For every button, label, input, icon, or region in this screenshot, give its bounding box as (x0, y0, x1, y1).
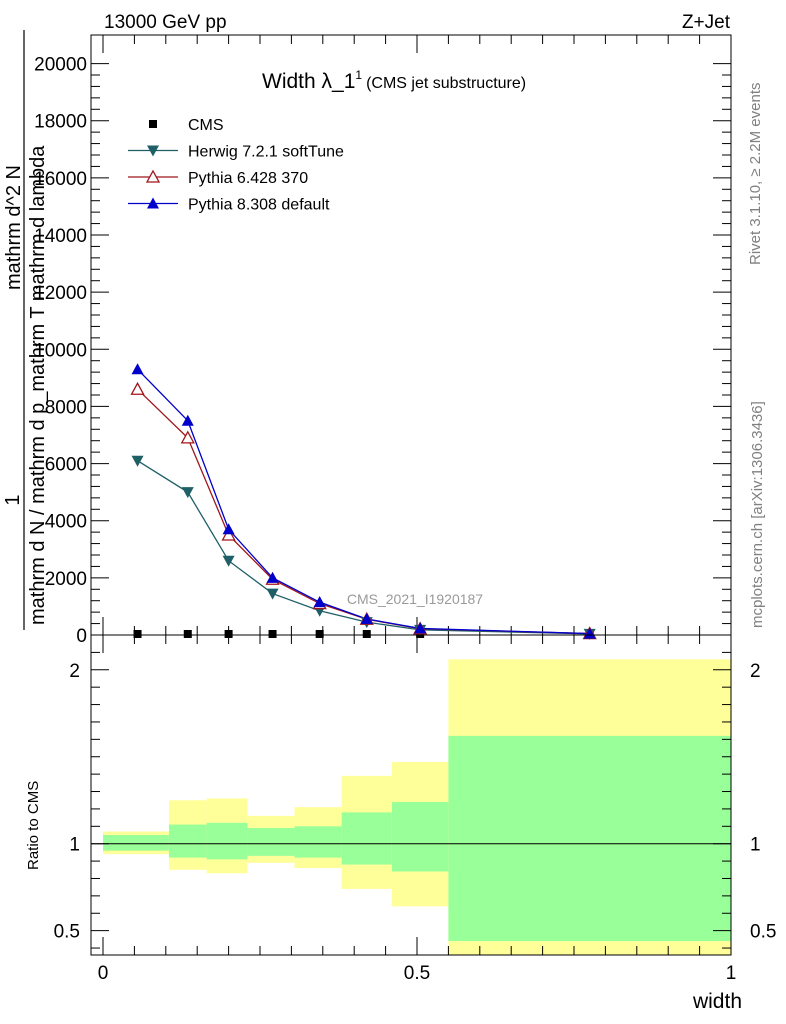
data-point-cms (224, 630, 233, 638)
chart-title-main: Width λ_1 (262, 70, 355, 93)
data-point-cms (362, 630, 371, 638)
main-y-tick-label: 6000 (45, 455, 87, 476)
ratio-band-inner (206, 822, 248, 860)
x-tick-label: 0 (98, 963, 109, 984)
data-point-pythia-6-428-370 (221, 527, 236, 541)
ratio-y-tick-label-right: 0.5 (750, 922, 776, 943)
data-point-pythia-6-428-370 (130, 381, 145, 395)
x-axis-label: width (692, 990, 742, 1013)
process-label: Z+Jet (682, 12, 731, 33)
main-y-tick-label: 18000 (34, 112, 87, 133)
main-plot-panel: 0 2000 4000 6000 8000 10000 12000 14000 16000 180… (2, 30, 732, 647)
data-point-pythia-8-308-default (360, 613, 373, 624)
energy-label: 13000 GeV pp (104, 12, 227, 33)
data-point-herwig-7-2-1-softtune (131, 455, 144, 467)
data-point-herwig-7-2-1-softtune (266, 588, 279, 600)
watermark: CMS_2021_I1920187 (347, 591, 483, 607)
ratio-band-inner (103, 835, 169, 851)
ratio-band-inner (391, 801, 449, 872)
main-plot-frame (90, 34, 732, 636)
x-tick-label: 1 (726, 963, 737, 984)
data-point-pythia-8-308-default (313, 596, 326, 608)
main-y-tick-label: 2000 (45, 569, 87, 590)
y-axis-label-top: mathrm d^2 N (3, 165, 25, 290)
data-point-pythia-6-428-370 (180, 430, 195, 444)
main-y-tick-label: 4000 (45, 512, 87, 533)
series-line-pythia-8-308-default (137, 368, 590, 635)
ratio-band-inner (341, 812, 392, 865)
legend-marker-pythia-6-428-370 (145, 169, 161, 183)
legend-marker-herwig-7-2-1-softtune (147, 145, 159, 157)
data-point-herwig-7-2-1-softtune (181, 487, 194, 499)
main-y-tick-label: 16000 (34, 169, 87, 190)
ratio-y-tick-label: 1 (69, 835, 80, 856)
legend-label-pythia-6-428-370: Pythia 6.428 370 (188, 170, 308, 187)
main-y-tick-label: 0 (76, 626, 87, 647)
data-point-pythia-8-308-default (266, 571, 279, 583)
y-axis-label-denominator: mathrm d N / mathrm d p_mathrm T mathrm … (27, 145, 49, 625)
legend: CMS Herwig 7.2.1 softTune Pythia 6.428 370… (128, 117, 344, 214)
chart-title-superscript: 1 (355, 68, 362, 82)
ratio-band-inner (294, 826, 342, 858)
ratio-y-axis-label: Ratio to CMS (25, 781, 42, 870)
data-point-pythia-8-308-default (414, 622, 427, 634)
data-point-pythia-8-308-default (222, 523, 235, 535)
ratio-y-tick-label-right: 2 (750, 661, 761, 682)
legend-marker-cms (149, 120, 157, 128)
chart-title: Width λ_11 (CMS jet substructure) (262, 68, 526, 93)
chart-subtitle: (CMS jet substructure) (366, 75, 526, 92)
ratio-y-tick-label-right: 1 (750, 835, 761, 856)
ratio-band-inner (168, 824, 207, 858)
main-y-tick-label: 14000 (34, 226, 87, 247)
ratio-plot-frame (90, 634, 732, 956)
data-point-pythia-8-308-default (131, 363, 144, 375)
legend-marker-pythia-8-308-default (147, 197, 159, 209)
legend-label-pythia-8-308-default: Pythia 8.308 default (188, 197, 330, 214)
rivet-label: Rivet 3.1.10, ≥ 2.2M events (747, 83, 764, 266)
data-point-pythia-8-308-default (583, 627, 596, 639)
ratio-band-inner (247, 828, 295, 856)
y-axis-label-numerator: 1 (2, 494, 24, 505)
ratio-y-tick-label: 2 (69, 661, 80, 682)
legend-label-herwig-7-2-1-softtune: Herwig 7.2.1 softTune (188, 144, 344, 161)
main-y-tick-label: 8000 (45, 397, 87, 418)
ratio-plot-panel: 0.5 0.5 1 1 2 2 0 0.5 1 Ratio to CMS width (25, 634, 776, 1013)
ratio-y-tick-label: 0.5 (54, 922, 80, 943)
mcplots-label: mcplots.cern.ch [arXiv:1306.3436] (749, 401, 766, 628)
data-point-pythia-8-308-default (181, 414, 194, 426)
data-point-cms (315, 630, 324, 638)
main-y-tick-label: 12000 (34, 283, 87, 304)
data-point-herwig-7-2-1-softtune (222, 555, 235, 567)
main-y-tick-label: 10000 (34, 340, 87, 361)
data-point-cms (183, 630, 192, 638)
series-line-herwig-7-2-1-softtune (137, 460, 590, 635)
x-tick-label: 0.5 (404, 963, 430, 984)
ratio-band-inner (448, 735, 731, 942)
main-y-tick-label: 20000 (34, 55, 87, 76)
legend-label-cms: CMS (188, 117, 224, 134)
data-point-cms (268, 630, 277, 638)
data-point-cms (133, 630, 142, 638)
